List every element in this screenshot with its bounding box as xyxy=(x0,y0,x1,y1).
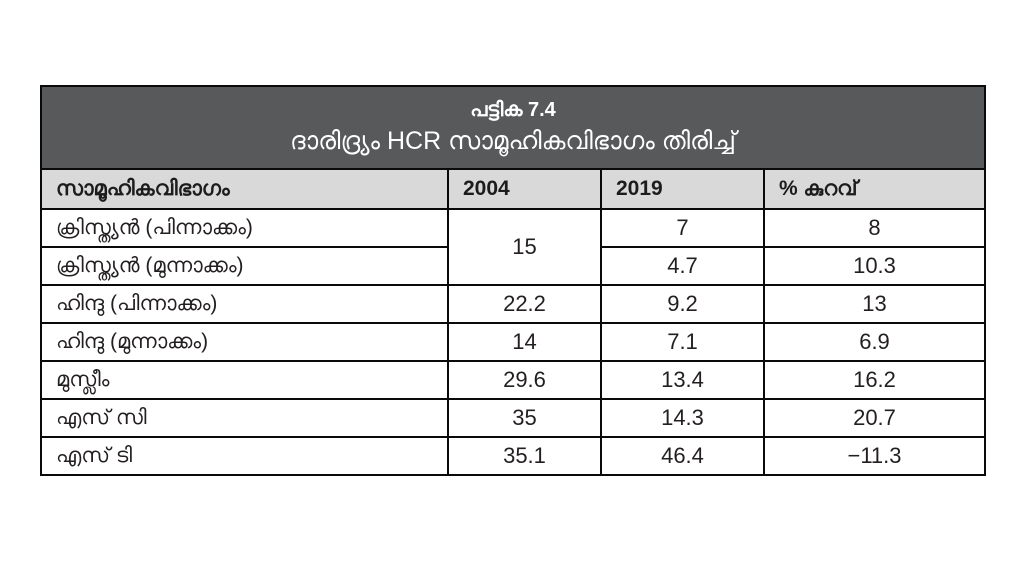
table-row-hindu-forward: ഹിന്ദു (മുന്നാക്കം) 14 7.1 6.9 xyxy=(40,322,986,362)
table-row-hindu-backward: ഹിന്ദു (പിന്നാക്കം) 22.2 9.2 13 xyxy=(40,284,986,324)
col-header-percent-reduction: % കുറവ് xyxy=(763,168,986,210)
cell-2004: 29.6 xyxy=(447,360,602,400)
cell-2004: 35.1 xyxy=(447,436,602,476)
cell-label: മുസ്ലീം xyxy=(40,360,449,400)
cell-2019: 14.3 xyxy=(600,398,765,438)
cell-reduction: −11.3 xyxy=(763,436,986,476)
cell-label: എസ് സി xyxy=(40,398,449,438)
cell-reduction: 20.7 xyxy=(763,398,986,438)
cell-2004: 35 xyxy=(447,398,602,438)
cell-2004: 14 xyxy=(447,322,602,362)
cell-label: ക്രിസ്ത്യൻ (പിന്നാക്കം) xyxy=(40,208,449,248)
table-row-christian-backward: ക്രിസ്ത്യൻ (പിന്നാക്കം) 15 7 8 xyxy=(40,208,986,286)
cell-2004: 22.2 xyxy=(447,284,602,324)
table-row-sc: എസ് സി 35 14.3 20.7 xyxy=(40,398,986,438)
col-header-2004: 2004 xyxy=(447,168,602,210)
cell-reduction: 10.3 xyxy=(763,246,986,286)
header-row: സാമൂഹികവിഭാഗം 2004 2019 % കുറവ് xyxy=(40,168,986,210)
table-title: ദാരിദ്ര്യം HCR സാമൂഹികവിഭാഗം തിരിച്ച് xyxy=(290,127,736,156)
cell-reduction: 16.2 xyxy=(763,360,986,400)
cell-reduction: 8 xyxy=(763,208,986,248)
cell-reduction: 6.9 xyxy=(763,322,986,362)
table-row-st: എസ് ടി 35.1 46.4 −11.3 xyxy=(40,436,986,476)
poverty-hcr-table: പട്ടിക 7.4 ദാരിദ്ര്യം HCR സാമൂഹികവിഭാഗം … xyxy=(40,85,986,476)
cell-label: ഹിന്ദു (മുന്നാക്കം) xyxy=(40,322,449,362)
table-number: പട്ടിക 7.4 xyxy=(470,99,556,122)
cell-2019: 7 xyxy=(600,208,765,248)
cell-label: ക്രിസ്ത്യൻ (മുന്നാക്കം) xyxy=(40,246,449,286)
cell-2004-merged: 15 xyxy=(447,208,602,286)
cell-reduction: 13 xyxy=(763,284,986,324)
cell-label: ഹിന്ദു (പിന്നാക്കം) xyxy=(40,284,449,324)
cell-2019: 9.2 xyxy=(600,284,765,324)
col-header-social-group: സാമൂഹികവിഭാഗം xyxy=(40,168,449,210)
cell-2019: 13.4 xyxy=(600,360,765,400)
col-header-2019: 2019 xyxy=(600,168,765,210)
table-caption-row: പട്ടിക 7.4 ദാരിദ്ര്യം HCR സാമൂഹികവിഭാഗം … xyxy=(40,85,986,170)
cell-label: എസ് ടി xyxy=(40,436,449,476)
cell-2019: 46.4 xyxy=(600,436,765,476)
table-caption: പട്ടിക 7.4 ദാരിദ്ര്യം HCR സാമൂഹികവിഭാഗം … xyxy=(40,85,986,170)
cell-2019: 7.1 xyxy=(600,322,765,362)
table-row-muslim: മുസ്ലീം 29.6 13.4 16.2 xyxy=(40,360,986,400)
cell-2019: 4.7 xyxy=(600,246,765,286)
table-row-christian-forward: ക്രിസ്ത്യൻ (മുന്നാക്കം) 4.7 10.3 xyxy=(40,246,986,286)
